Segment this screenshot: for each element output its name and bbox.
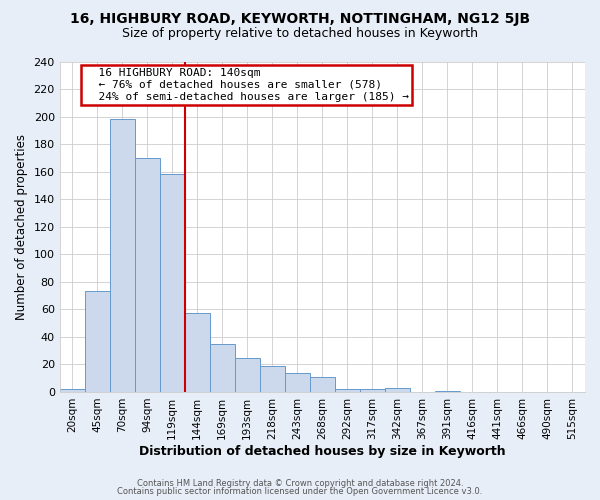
Bar <box>210 344 235 392</box>
Text: 16, HIGHBURY ROAD, KEYWORTH, NOTTINGHAM, NG12 5JB: 16, HIGHBURY ROAD, KEYWORTH, NOTTINGHAM,… <box>70 12 530 26</box>
X-axis label: Distribution of detached houses by size in Keyworth: Distribution of detached houses by size … <box>139 444 506 458</box>
Text: Contains HM Land Registry data © Crown copyright and database right 2024.: Contains HM Land Registry data © Crown c… <box>137 478 463 488</box>
Bar <box>185 314 210 392</box>
Bar <box>160 174 185 392</box>
Bar <box>260 366 285 392</box>
Bar <box>360 389 385 392</box>
Bar <box>285 372 310 392</box>
Text: 16 HIGHBURY ROAD: 140sqm
  ← 76% of detached houses are smaller (578)
  24% of s: 16 HIGHBURY ROAD: 140sqm ← 76% of detach… <box>85 68 409 102</box>
Y-axis label: Number of detached properties: Number of detached properties <box>15 134 28 320</box>
Bar <box>85 292 110 392</box>
Bar <box>110 120 135 392</box>
Bar <box>435 390 460 392</box>
Bar <box>59 389 85 392</box>
Bar <box>235 358 260 392</box>
Bar <box>335 389 360 392</box>
Text: Size of property relative to detached houses in Keyworth: Size of property relative to detached ho… <box>122 28 478 40</box>
Bar <box>135 158 160 392</box>
Text: Contains public sector information licensed under the Open Government Licence v3: Contains public sector information licen… <box>118 487 482 496</box>
Bar <box>385 388 410 392</box>
Bar <box>310 377 335 392</box>
